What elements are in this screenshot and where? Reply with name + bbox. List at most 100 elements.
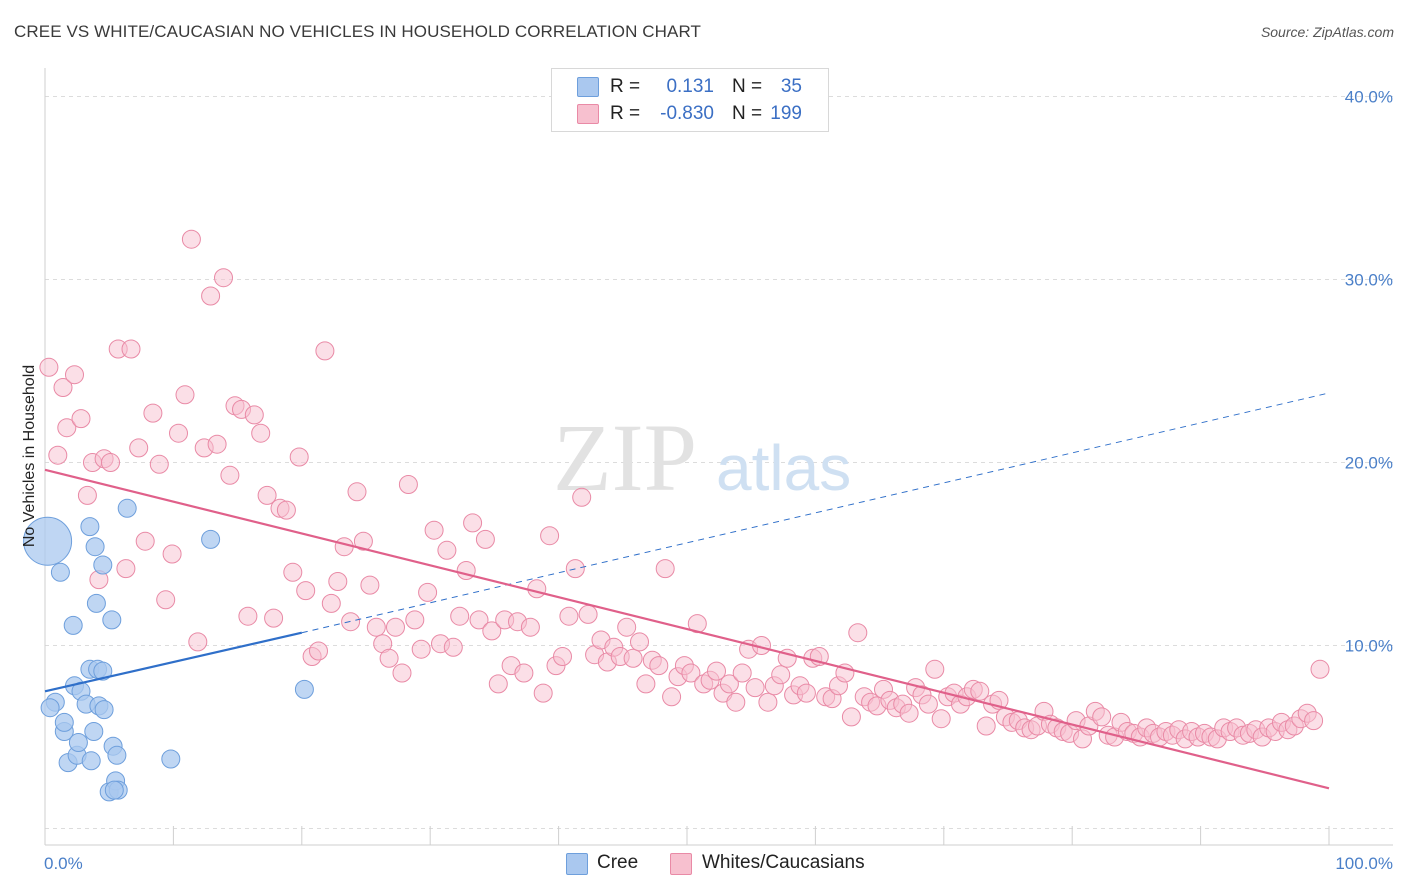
whites-point (520, 617, 540, 637)
cree-point (161, 749, 181, 769)
whites-point (578, 604, 598, 624)
whites-point (353, 531, 373, 551)
whites-point (341, 612, 361, 632)
whites-point (121, 339, 141, 359)
whites-point (925, 659, 945, 679)
x-tick-label: 100.0% (1335, 854, 1393, 873)
whites-point (366, 617, 386, 637)
whites-point (681, 663, 701, 683)
whites-point (732, 663, 752, 683)
whites-point (463, 513, 483, 533)
y-tick-label: 20.0% (1345, 454, 1393, 473)
whites-point (918, 694, 938, 714)
whites-point (437, 540, 457, 560)
whites-point (475, 529, 495, 549)
whites-point (1310, 659, 1330, 679)
whites-point (636, 674, 656, 694)
correlation-legend: R = 0.131 N = 35 R = -0.830 N = 199 (551, 68, 829, 132)
whites-point (719, 674, 739, 694)
whites-point (970, 681, 990, 701)
whites-swatch (670, 853, 692, 875)
x-tick-label: 0.0% (44, 854, 83, 873)
whites-point (175, 385, 195, 405)
whites-point (514, 663, 534, 683)
cree-swatch (566, 853, 588, 875)
whites-point (617, 617, 637, 637)
n-value: 35 (780, 76, 802, 97)
whites-point (57, 418, 77, 438)
whites-point (841, 707, 861, 727)
cree-point (102, 610, 122, 630)
whites-point (899, 703, 919, 723)
whites-point (65, 365, 84, 385)
whites-point (283, 562, 303, 582)
cree-point (107, 745, 127, 765)
whites-point (450, 606, 470, 626)
n-label: N = (732, 103, 763, 124)
whites-point (707, 661, 726, 681)
whites-point (553, 647, 572, 666)
whites-point (488, 674, 508, 694)
whites-point (745, 678, 765, 698)
whites-point (405, 610, 425, 630)
whites-point (418, 582, 438, 602)
cree-point (117, 498, 137, 518)
whites-point (296, 581, 316, 601)
whites-trend-line (44, 468, 1330, 790)
cree-point (104, 780, 124, 800)
cree-trend-line (44, 631, 303, 693)
watermark-atlas: atlas (716, 432, 851, 504)
whites-point (129, 438, 149, 458)
whites-point (771, 665, 791, 685)
cree-point (85, 537, 105, 557)
whites-point (443, 637, 463, 657)
y-axis-label: No Vehicles in Household (21, 365, 38, 547)
cree-trend-extension (301, 392, 1330, 634)
whites-point (623, 648, 643, 668)
whites-point (53, 378, 73, 397)
whites-point (1304, 711, 1324, 731)
cree-point (94, 700, 114, 720)
source-label: Source: ZipAtlas.com (1260, 24, 1394, 40)
whites-point (214, 268, 233, 288)
cree-swatch (577, 77, 599, 97)
tick-labels: 10.0% 20.0% 30.0% 40.0% 0.0% 100.0% (44, 87, 1393, 873)
whites-point (39, 357, 59, 377)
cree-point (68, 733, 88, 752)
whites-point (48, 445, 68, 465)
whites-swatch (577, 104, 599, 124)
cree-point (86, 593, 106, 613)
whites-point (559, 606, 579, 626)
whites-point (169, 423, 188, 443)
cree-point (81, 751, 101, 771)
whites-point (276, 500, 296, 520)
whites-point (379, 648, 399, 668)
whites-point (572, 487, 592, 507)
whites-point (77, 485, 97, 505)
r-value: -0.830 (660, 103, 714, 124)
whites-point (347, 482, 367, 502)
whites-point (386, 617, 405, 637)
whites-point (392, 663, 412, 683)
whites-point (796, 683, 816, 703)
whites-point (398, 475, 418, 494)
legend-label-whites: Whites/Caucasians (702, 852, 865, 873)
whites-point (220, 465, 240, 485)
whites-point (482, 621, 502, 641)
whites-point (257, 485, 277, 505)
whites-point (71, 409, 91, 429)
data-points (23, 229, 1330, 802)
cree-point (201, 529, 221, 549)
whites-point (207, 434, 227, 454)
whites-point (315, 341, 335, 361)
chart-title: CREE VS WHITE/CAUCASIAN NO VEHICLES IN H… (14, 22, 702, 41)
whites-point (469, 610, 489, 630)
whites-point (162, 544, 182, 564)
y-tick-label: 40.0% (1345, 87, 1393, 106)
cree-point (294, 679, 314, 699)
whites-point (328, 572, 348, 591)
whites-point (848, 623, 868, 643)
whites-point (649, 656, 669, 676)
whites-point (540, 526, 560, 546)
whites-point (251, 423, 271, 443)
